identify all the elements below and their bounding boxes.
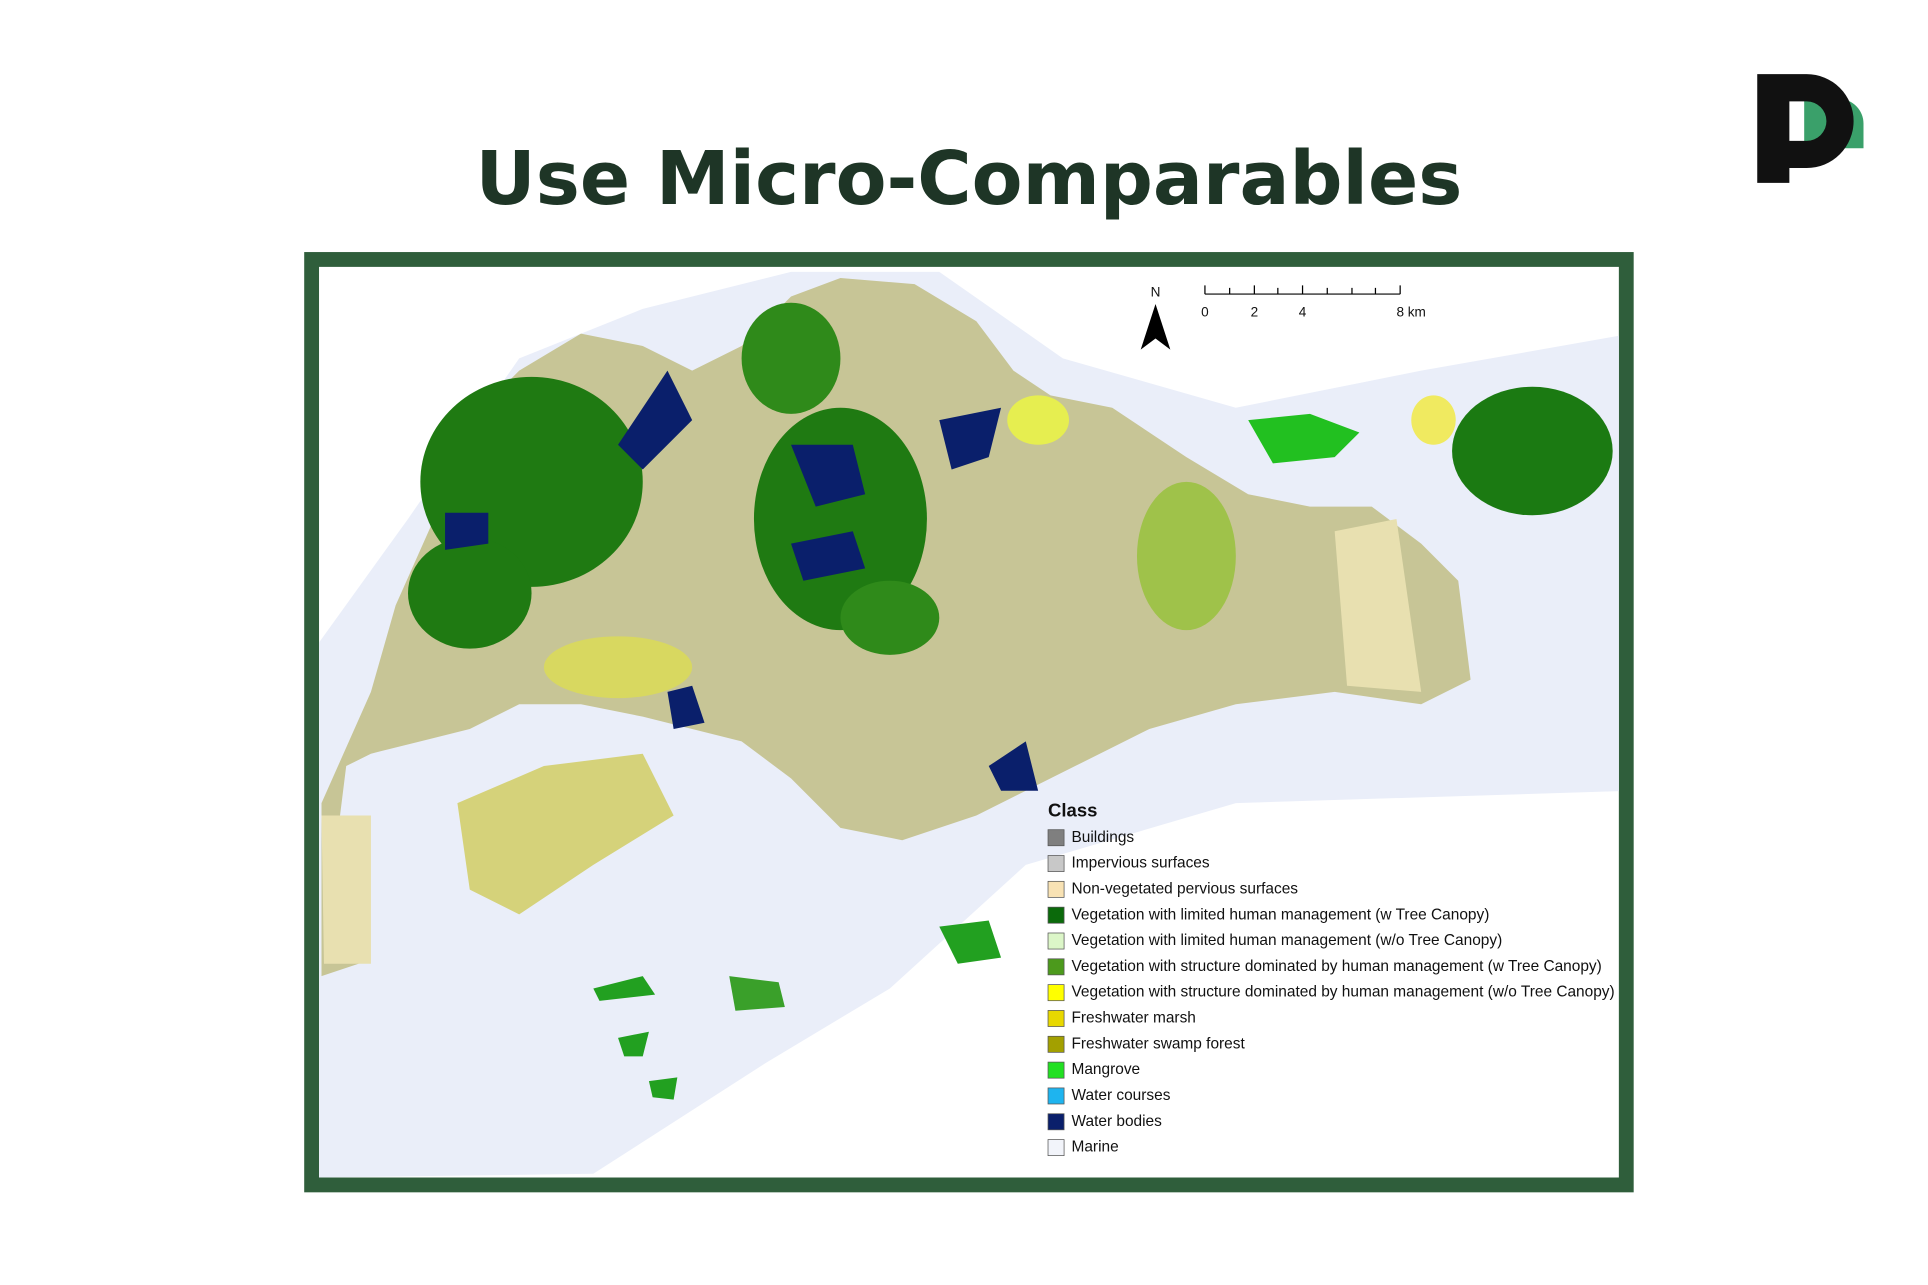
legend-label: Mangrove <box>1071 1061 1140 1078</box>
legend-label: Vegetation with limited human management… <box>1071 932 1502 949</box>
legend-swatch <box>1047 958 1065 976</box>
legend-label: Marine <box>1071 1139 1118 1156</box>
slide-title: Use Micro-Comparables <box>476 136 1463 222</box>
legend-swatch <box>1047 1113 1065 1131</box>
scale-label: 4 <box>1299 304 1307 319</box>
legend-label: Non-vegetated pervious surfaces <box>1071 880 1298 897</box>
legend-label: Water bodies <box>1071 1113 1162 1130</box>
legend-swatch <box>1047 1035 1065 1053</box>
legend-swatch <box>1047 1087 1065 1105</box>
legend-swatch <box>1047 906 1065 924</box>
legend-label: Vegetation with limited human management… <box>1071 906 1489 923</box>
legend-label: Vegetation with structure dominated by h… <box>1071 958 1601 975</box>
legend-label: Water courses <box>1071 1087 1170 1104</box>
legend-swatch <box>1047 932 1065 950</box>
legend-label: Impervious surfaces <box>1071 855 1209 872</box>
scale-label: 2 <box>1251 304 1259 319</box>
scale-bar <box>1204 285 1401 295</box>
north-label: N <box>1151 285 1161 300</box>
legend-swatch <box>1047 829 1065 847</box>
legend-title: Class <box>1048 800 1097 821</box>
map: N 0 2 4 8 km Class Buildings Impervious s… <box>319 271 1619 1178</box>
legend-label: Vegetation with structure dominated by h… <box>1071 984 1614 1001</box>
legend-label: Buildings <box>1071 829 1134 846</box>
scale-label: 0 <box>1201 304 1209 319</box>
legend-swatch <box>1047 984 1065 1002</box>
legend-swatch <box>1047 855 1065 872</box>
north-arrow <box>1140 303 1171 350</box>
legend-swatch <box>1047 1010 1065 1027</box>
legend-label: Freshwater swamp forest <box>1071 1035 1245 1052</box>
legend-label: Freshwater marsh <box>1071 1010 1195 1027</box>
legend-swatch <box>1047 1061 1065 1079</box>
scale-label: 8 km <box>1396 304 1425 319</box>
legend: Buildings Impervious surfaces Non-vegetate… <box>1047 829 1615 1157</box>
logo <box>1757 74 1864 183</box>
legend-swatch <box>1047 1139 1065 1157</box>
legend-swatch <box>1047 880 1065 898</box>
